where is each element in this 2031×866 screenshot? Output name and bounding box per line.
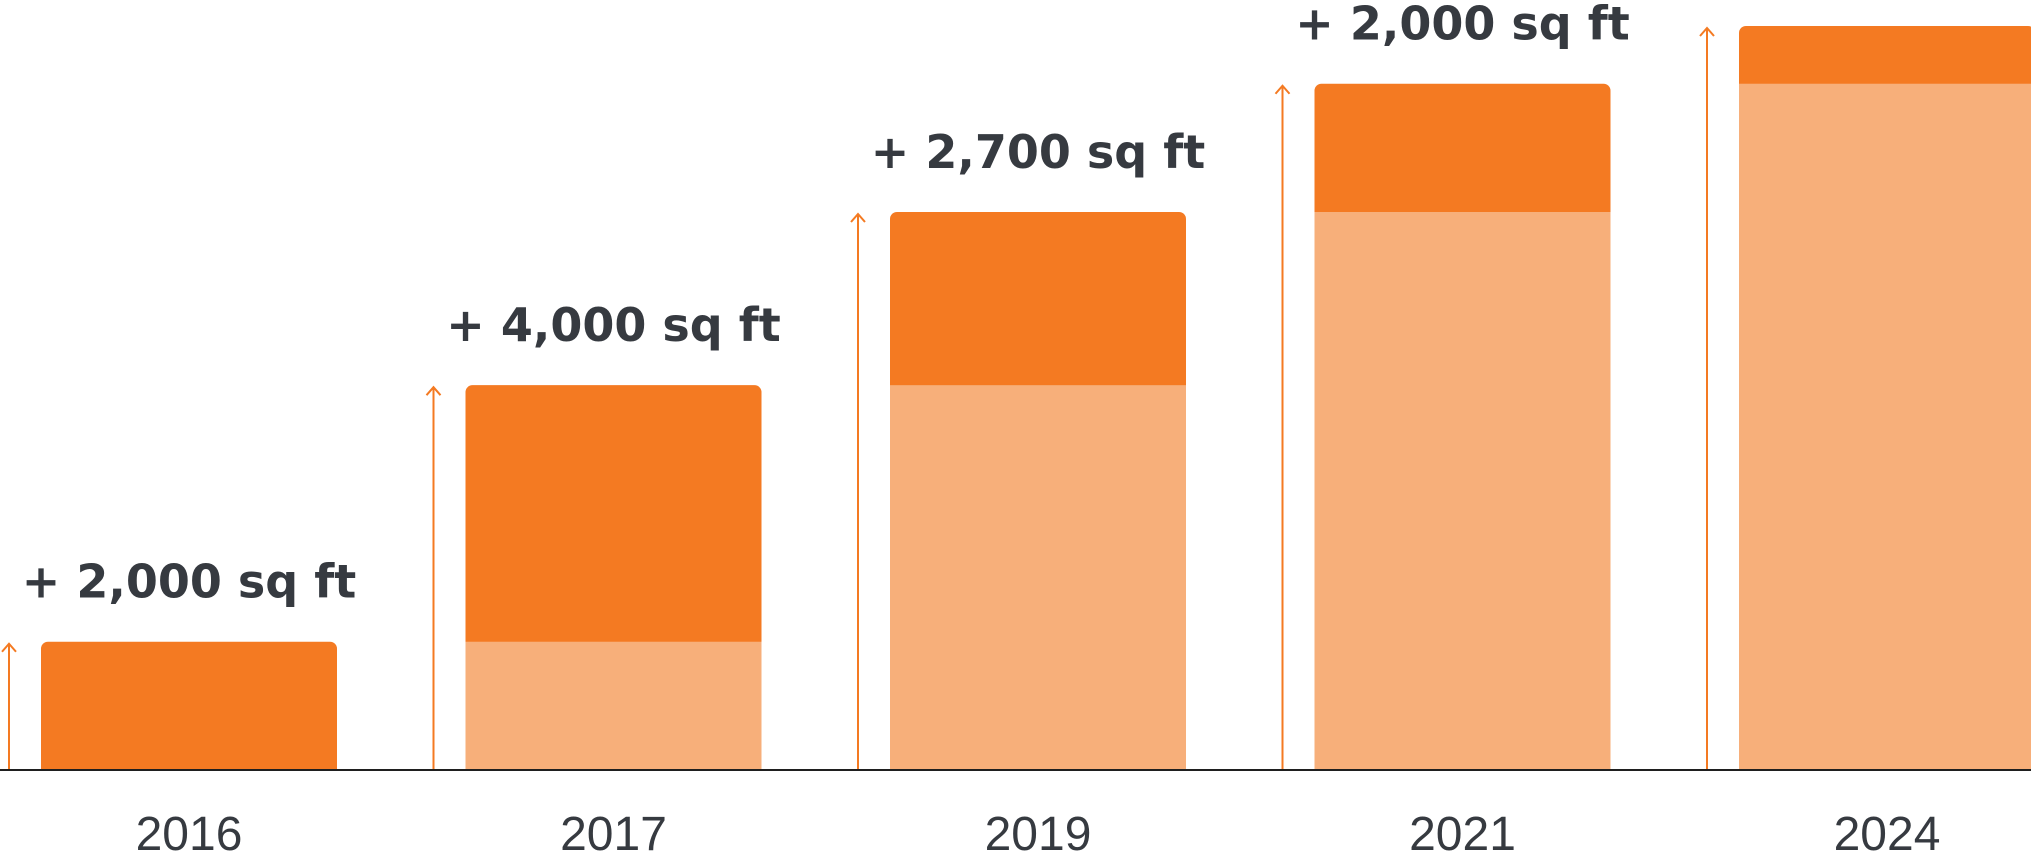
data-label-2017: + 4,000 sq ft [446,298,780,352]
growth-arrow-2021 [1274,84,1291,770]
bar-existing-2017 [465,641,762,770]
growth-arrow-2024 [1699,26,1715,770]
x-tick-label-2024: 2024 [1834,808,1941,861]
growth-arrow-2017 [425,385,442,770]
bar-existing-2021 [1314,212,1611,770]
x-tick-label-2019: 2019 [985,808,1092,861]
x-tick-label-2017: 2017 [560,808,667,861]
bar-added-fill-2016 [41,750,337,770]
x-tick-label-2021: 2021 [1409,808,1516,861]
data-label-2021: + 2,000 sq ft [1295,0,1629,51]
growth-arrow-2019 [850,212,866,770]
x-tick-label-2016: 2016 [136,808,243,861]
bar-existing-2019 [890,385,1186,770]
bar-added-2016 [41,641,337,770]
chart-marks [1,26,2031,771]
data-label-2019: + 2,700 sq ft [871,125,1205,179]
data-label-2016: + 2,000 sq ft [22,555,356,609]
growth-arrow-2016 [1,642,17,770]
bar-existing-2024 [1739,83,2031,771]
chart-labels: + 2,000 sq ft 2016 + 4,000 sq ft 2017 + 2,70… [22,0,1941,861]
